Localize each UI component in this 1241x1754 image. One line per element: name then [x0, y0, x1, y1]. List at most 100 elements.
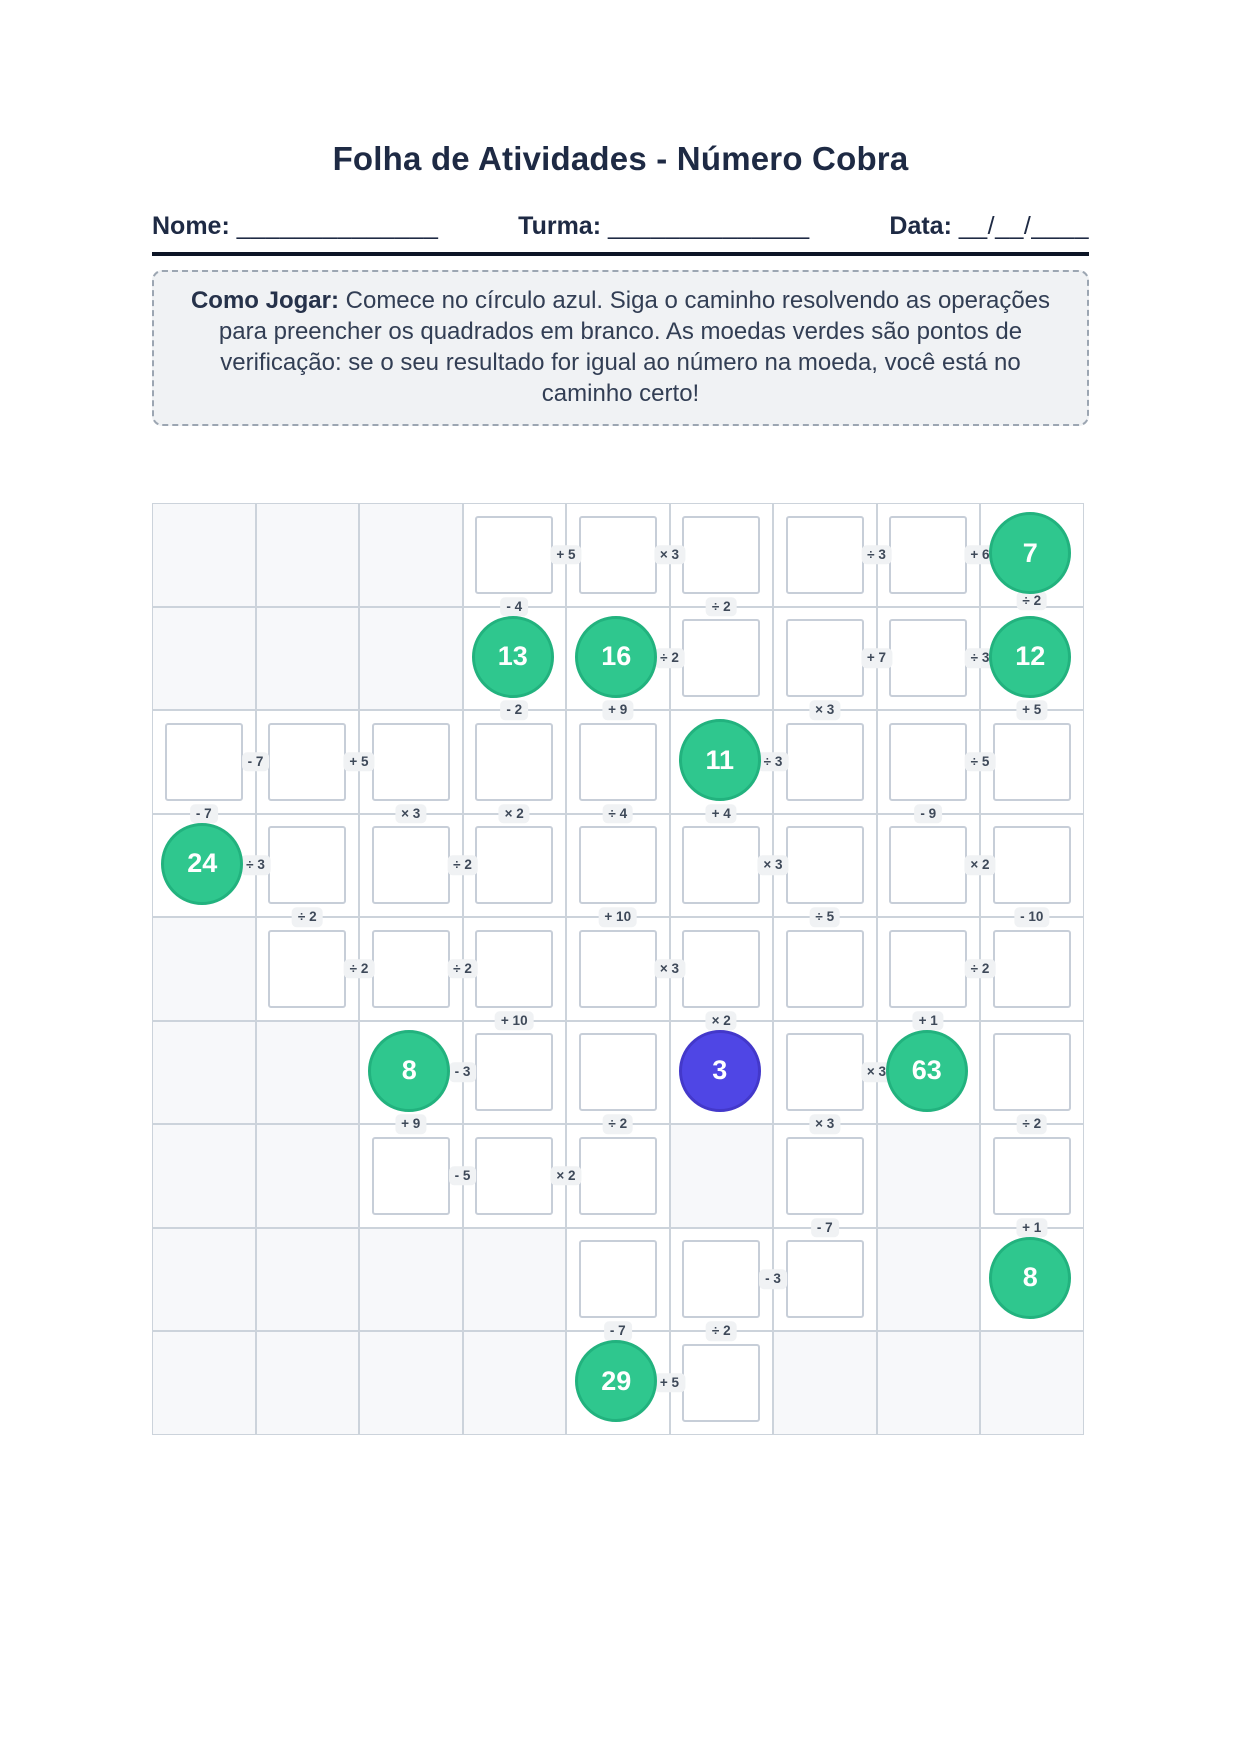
operation-label: × 3: [757, 855, 789, 876]
operation-label: × 3: [860, 1062, 893, 1083]
answer-box[interactable]: [889, 515, 968, 594]
operation-label: × 2: [705, 1010, 737, 1031]
answer-box[interactable]: [578, 722, 657, 801]
answer-box[interactable]: [992, 1033, 1071, 1112]
operation-label: + 5: [343, 751, 375, 772]
answer-box[interactable]: [268, 929, 347, 1008]
answer-box[interactable]: [371, 1136, 450, 1215]
grid-cell: [152, 1020, 256, 1124]
date-field[interactable]: Data: __/__/____: [889, 212, 1089, 241]
grid-cell: [255, 503, 359, 607]
operation-label: × 3: [809, 1114, 841, 1134]
answer-box[interactable]: [268, 826, 347, 905]
answer-box[interactable]: [785, 1240, 864, 1319]
operation-label: ÷ 2: [964, 958, 996, 979]
operation-label: ÷ 2: [447, 855, 478, 876]
answer-box[interactable]: [889, 826, 968, 905]
operation-label: ÷ 2: [705, 596, 737, 617]
name-label: Nome:: [152, 212, 230, 240]
class-field[interactable]: Turma: ______________: [518, 212, 809, 241]
answer-box[interactable]: [475, 1136, 554, 1215]
answer-box[interactable]: [475, 722, 554, 801]
answer-box[interactable]: [682, 1343, 761, 1422]
answer-box[interactable]: [785, 619, 864, 698]
name-blank-line[interactable]: ______________: [236, 212, 439, 240]
operation-label: + 5: [1016, 700, 1048, 720]
instructions-lead: Como Jogar:: [190, 287, 339, 314]
checkpoint-coin-green: 13: [471, 615, 554, 698]
operation-label: + 6: [964, 544, 996, 565]
operation-label: - 10: [1014, 907, 1050, 927]
answer-box[interactable]: [475, 515, 554, 594]
answer-box[interactable]: [785, 826, 864, 905]
operation-label: - 3: [759, 1269, 787, 1290]
answer-box[interactable]: [682, 1240, 761, 1319]
answer-box[interactable]: [785, 515, 864, 594]
grid-cell: [152, 606, 256, 710]
answer-box[interactable]: [578, 929, 657, 1008]
operation-label: ÷ 2: [654, 648, 685, 669]
answer-box[interactable]: [785, 722, 864, 801]
answer-box[interactable]: [578, 1240, 657, 1319]
operation-label: × 3: [653, 544, 686, 565]
answer-box[interactable]: [992, 722, 1071, 801]
answer-box[interactable]: [682, 929, 761, 1008]
grid-cell: [152, 1331, 256, 1435]
answer-box[interactable]: [578, 1136, 657, 1215]
divider-line: [152, 252, 1089, 256]
date-blank-line[interactable]: __/__/____: [958, 212, 1089, 240]
operation-label: + 9: [602, 700, 634, 720]
grid-cell: [255, 1331, 359, 1435]
answer-box[interactable]: [371, 722, 450, 801]
answer-box[interactable]: [475, 826, 554, 905]
operation-label: + 5: [550, 544, 582, 565]
operation-label: + 1: [912, 1010, 944, 1031]
operation-label: ÷ 2: [1016, 1114, 1048, 1134]
checkpoint-coin-green: 12: [989, 615, 1072, 698]
answer-box[interactable]: [992, 1136, 1071, 1215]
answer-box[interactable]: [682, 619, 761, 698]
answer-box[interactable]: [889, 929, 968, 1008]
answer-box[interactable]: [164, 722, 243, 801]
grid-cell: [876, 1227, 980, 1331]
date-label: Data:: [889, 212, 952, 240]
answer-box[interactable]: [785, 1136, 864, 1215]
answer-box[interactable]: [578, 826, 657, 905]
answer-box[interactable]: [578, 1033, 657, 1112]
answer-box[interactable]: [992, 826, 1071, 905]
answer-box[interactable]: [578, 515, 657, 594]
answer-box[interactable]: [785, 1033, 864, 1112]
answer-box[interactable]: [682, 515, 761, 594]
operation-label: × 3: [395, 803, 427, 824]
checkpoint-coin-green: 29: [575, 1340, 658, 1423]
operation-label: ÷ 3: [964, 648, 996, 669]
grid-cell: [359, 1227, 463, 1331]
class-blank-line[interactable]: ______________: [607, 212, 810, 240]
answer-box[interactable]: [889, 619, 968, 698]
answer-box[interactable]: [992, 929, 1071, 1008]
name-field[interactable]: Nome: ______________: [152, 212, 438, 241]
operation-label: + 10: [494, 1010, 534, 1031]
grid-cell: [255, 606, 359, 710]
answer-box[interactable]: [889, 722, 968, 801]
operation-label: ÷ 2: [602, 1114, 634, 1134]
answer-box[interactable]: [785, 929, 864, 1008]
operation-label: - 5: [448, 1165, 477, 1186]
answer-box[interactable]: [371, 826, 450, 905]
header-fields: Nome: ______________ Turma: ____________…: [152, 212, 1089, 241]
start-coin-blue: 3: [678, 1029, 761, 1112]
operation-label: + 5: [653, 1372, 686, 1393]
answer-box[interactable]: [475, 1033, 554, 1112]
operation-label: - 2: [500, 700, 529, 720]
operation-label: + 4: [705, 803, 737, 824]
answer-box[interactable]: [268, 722, 347, 801]
checkpoint-coin-green: 7: [989, 512, 1072, 595]
answer-box[interactable]: [475, 929, 554, 1008]
page-title: Folha de Atividades - Número Cobra: [332, 140, 909, 177]
answer-box[interactable]: [371, 929, 450, 1008]
grid-cell: [359, 606, 463, 710]
answer-box[interactable]: [682, 826, 761, 905]
checkpoint-coin-green: 11: [678, 719, 761, 802]
grid-cell: [255, 1227, 359, 1331]
